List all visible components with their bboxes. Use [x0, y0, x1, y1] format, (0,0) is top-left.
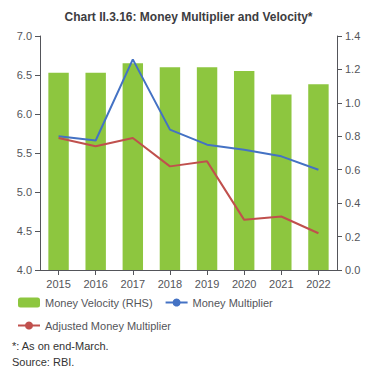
- svg-text:6.5: 6.5: [17, 69, 32, 81]
- svg-text:1.0: 1.0: [345, 97, 360, 109]
- svg-text:0.6: 0.6: [345, 164, 360, 176]
- svg-text:1.2: 1.2: [345, 63, 360, 75]
- svg-text:2017: 2017: [121, 278, 145, 290]
- svg-text:Adjusted Money Multiplier: Adjusted Money Multiplier: [45, 320, 171, 332]
- svg-text:0.0: 0.0: [345, 264, 360, 276]
- svg-text:0.4: 0.4: [345, 197, 360, 209]
- svg-text:5.0: 5.0: [17, 186, 32, 198]
- svg-text:2016: 2016: [83, 278, 107, 290]
- svg-text:*: As on end-March.: *: As on end-March.: [12, 340, 109, 352]
- svg-text:2022: 2022: [306, 278, 330, 290]
- svg-text:2018: 2018: [158, 278, 182, 290]
- svg-text:2021: 2021: [269, 278, 293, 290]
- svg-text:2020: 2020: [232, 278, 256, 290]
- svg-text:0.2: 0.2: [345, 231, 360, 243]
- svg-text:5.5: 5.5: [17, 147, 32, 159]
- svg-text:2019: 2019: [195, 278, 219, 290]
- svg-text:Money Multiplier: Money Multiplier: [193, 297, 273, 309]
- svg-text:Source: RBI.: Source: RBI.: [12, 356, 74, 368]
- svg-text:0.8: 0.8: [345, 130, 360, 142]
- svg-text:1.4: 1.4: [345, 30, 360, 42]
- svg-text:7.0: 7.0: [17, 30, 32, 42]
- svg-text:4.0: 4.0: [17, 264, 32, 276]
- svg-text:4.5: 4.5: [17, 225, 32, 237]
- svg-text:Money Velocity (RHS): Money Velocity (RHS): [45, 297, 153, 309]
- svg-text:2015: 2015: [46, 278, 70, 290]
- svg-text:6.0: 6.0: [17, 108, 32, 120]
- svg-text:Chart II.3.16: Money Multiplie: Chart II.3.16: Money Multiplier and Velo…: [64, 10, 312, 24]
